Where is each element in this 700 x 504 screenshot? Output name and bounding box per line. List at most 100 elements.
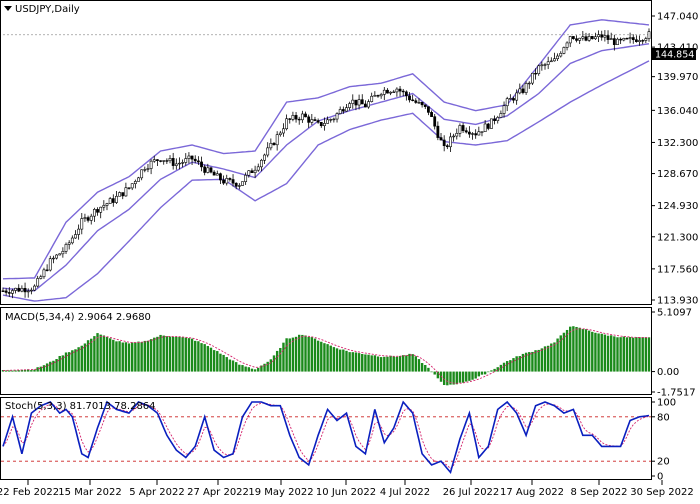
candle [546,56,550,70]
macd-histogram-bar [625,337,629,372]
candle [376,94,380,98]
macd-histogram-bar [4,370,8,372]
candle-body [600,34,604,38]
candle [619,37,623,45]
macd-histogram-bar [411,354,414,372]
candle-body [99,206,103,213]
candle-body [348,103,352,108]
candle [467,126,471,138]
macd-histogram-bar [266,361,269,372]
candle-body [524,83,528,93]
candle-body [518,88,522,94]
candle-body [231,179,235,184]
macd-histogram-bar [257,367,260,372]
macd-histogram-bar [137,341,140,372]
candle [152,155,156,163]
candle-body [55,254,58,259]
macd-histogram-bar [39,366,43,372]
macd-histogram-bar [241,365,244,372]
candle [348,101,352,111]
candle [74,230,77,239]
candle [401,88,405,97]
candle-body [411,99,415,102]
candle-body [307,116,311,123]
price-layer [1,19,651,302]
candle [568,35,572,48]
candle-body [521,88,525,93]
candle-body [634,39,638,42]
candle [480,131,484,137]
candle-body [247,170,251,176]
macd-histogram-bar [376,356,380,372]
candle [4,288,8,296]
macd-histogram-bar [647,337,651,372]
candle-body [143,169,147,171]
macd-histogram-bar [638,337,641,372]
candle [52,255,55,264]
candle-body [439,137,443,141]
macd-histogram-bar [600,333,603,372]
candle [543,62,547,70]
candle [1,287,5,292]
candle [565,41,569,51]
candle-body [329,119,333,121]
macd-histogram-bar [540,348,544,372]
candle [23,282,27,298]
macd-histogram-bar [320,341,323,372]
candle-body [373,95,377,97]
macd-histogram-bar [351,352,354,372]
macd-histogram-bar [587,330,591,372]
price-y-tick-label: 128.670 [657,169,698,180]
macd-histogram-bar [335,348,339,372]
candle [282,123,285,137]
macd-histogram-bar [461,371,465,383]
candle-body [316,120,320,123]
candle [508,94,512,100]
dropdown-arrow-icon[interactable] [4,6,12,11]
candle-body [48,258,52,271]
candle-body [168,158,172,162]
candle-body [401,90,405,93]
macd-y-tick-label: -1.7517 [657,388,696,399]
macd-histogram-bar [518,356,521,372]
macd-histogram-bar [329,345,332,372]
macd-histogram-bar [231,360,235,372]
candle-body [215,173,219,176]
macd-histogram-bar [228,359,232,372]
macd-histogram-bar [175,336,178,372]
bollinger-middle-band [2,43,650,292]
candle-body [263,154,266,161]
macd-histogram-bar [244,366,247,372]
candle-body [452,135,456,138]
macd-histogram-bar [477,371,481,377]
candle-body [571,36,575,40]
candle-body [357,99,361,106]
candle-body [477,131,481,136]
macd-histogram-bar [194,340,197,372]
macd-histogram-bar [357,353,361,372]
symbol-title: USDJPY,Daily [15,4,80,15]
candle [524,81,528,95]
candle-body [7,292,11,294]
macd-histogram-bar [565,329,569,372]
macd-histogram-bar [632,337,635,372]
candle-body [29,289,33,292]
macd-histogram-bar [200,343,203,372]
candle-body [310,119,314,123]
macd-histogram-bar [159,334,162,372]
candle [408,92,411,103]
macd-histogram-bar [17,370,20,372]
candle [597,30,600,42]
macd-histogram-bar [502,362,506,372]
macd-histogram-bar [294,336,298,372]
macd-histogram-bar [455,371,458,385]
macd-histogram-bar [424,364,427,372]
candle-body [17,287,21,292]
macd-histogram-bar [487,371,490,373]
candle-body [36,278,40,287]
macd-histogram-bar [594,332,597,372]
macd-histogram-bar [61,355,65,372]
macd-histogram-bar [74,349,77,372]
candle [386,88,389,94]
